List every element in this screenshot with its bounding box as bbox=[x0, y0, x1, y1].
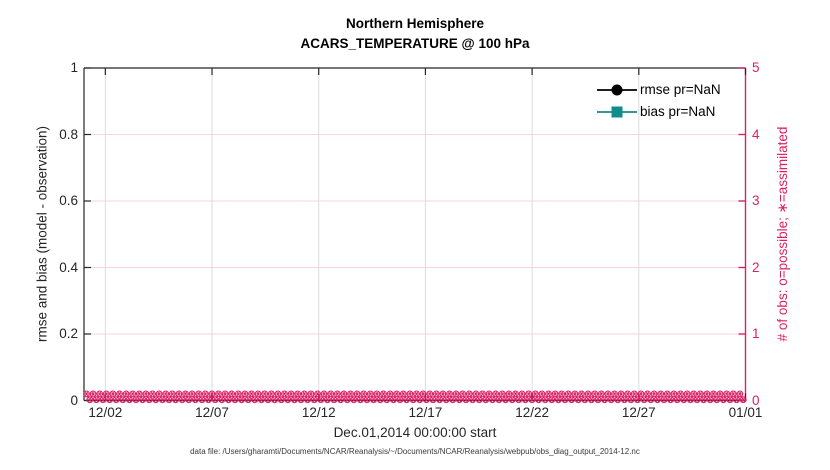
x-tick-label: 12/07 bbox=[195, 405, 229, 420]
y-tick-label-right: 0 bbox=[752, 392, 760, 408]
x-tick-label: 12/17 bbox=[408, 405, 443, 420]
y-tick-label-right: 1 bbox=[752, 326, 760, 341]
legend-item-bias: bias pr=NaN bbox=[640, 104, 716, 119]
x-tick-label: 12/12 bbox=[301, 405, 336, 420]
x-tick-label: 01/01 bbox=[728, 405, 763, 420]
left-y-axis-label: rmse and bias (model - observation) bbox=[34, 125, 50, 343]
y-tick-label-left: 1 bbox=[70, 60, 78, 75]
y-tick-label-left: 0.6 bbox=[59, 193, 78, 208]
y-tick-label-left: 0.8 bbox=[59, 126, 78, 142]
x-tick-label: 12/02 bbox=[88, 405, 123, 420]
chart-title-line1: Northern Hemisphere bbox=[345, 16, 485, 31]
y-tick-label-right: 4 bbox=[752, 126, 760, 142]
x-tick-label: 12/27 bbox=[621, 405, 656, 420]
legend-item-rmse: rmse pr=NaN bbox=[640, 82, 721, 97]
y-tick-label-left: 0.4 bbox=[59, 259, 78, 275]
y-tick-label-right: 3 bbox=[752, 193, 760, 208]
chart-title: Northern Hemisphere ACARS_TEMPERATURE @ … bbox=[84, 14, 746, 54]
right-y-axis-label: # of obs: o=possible; ∗=assimilated bbox=[775, 126, 790, 342]
y-tick-label-right: 5 bbox=[752, 60, 760, 75]
y-tick-label-left: 0 bbox=[70, 392, 78, 408]
x-axis-label: Dec.01,2014 00:00:00 start bbox=[333, 425, 497, 440]
y-tick-label-right: 2 bbox=[752, 259, 760, 275]
data-file-note: data file: /Users/gharamti/Documents/NCA… bbox=[190, 447, 640, 456]
y-tick-label-left: 0.2 bbox=[59, 326, 78, 341]
x-tick-label: 12/22 bbox=[515, 405, 549, 420]
chart-title-line2: ACARS_TEMPERATURE @ 100 hPa bbox=[300, 36, 530, 51]
